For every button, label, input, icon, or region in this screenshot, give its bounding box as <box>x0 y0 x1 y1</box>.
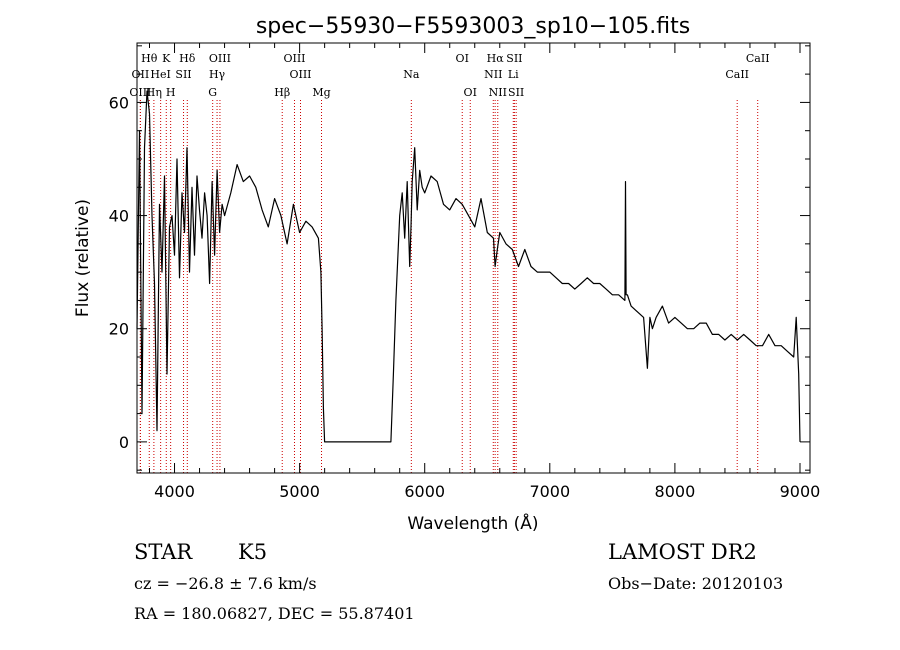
x-tick-label-2: 6000 <box>404 482 445 501</box>
object-subclass: K5 <box>238 540 268 564</box>
spectrum-line <box>136 90 801 443</box>
line-label-4: OIII <box>283 52 305 65</box>
chart-title: spec−55930−F5593003_sp10−105.fits <box>256 14 690 39</box>
axis-ticks: 4000 5000 6000 7000 8000 9000 0 20 40 60 <box>109 43 821 501</box>
x-tick-label-0: 4000 <box>154 482 195 501</box>
line-label-11: SII <box>175 68 191 81</box>
line-label-1: K <box>162 52 171 65</box>
redshift-velocity: cz = −26.8 ± 7.6 km/s <box>134 574 317 593</box>
line-label-10: HeI <box>150 68 170 81</box>
line-label-20: H <box>166 86 176 99</box>
line-label-16: Li <box>508 68 519 81</box>
survey-name: LAMOST DR2 <box>608 540 757 564</box>
line-label-15: NII <box>484 68 502 81</box>
x-tick-label-5: 9000 <box>780 482 821 501</box>
line-label-0: Hθ <box>141 52 158 65</box>
y-tick-label-2: 40 <box>109 207 129 226</box>
y-axis-label: Flux (relative) <box>73 199 93 317</box>
line-label-6: Hα <box>487 52 505 65</box>
x-tick-label-1: 5000 <box>279 482 320 501</box>
line-label-18: OIII <box>129 86 151 99</box>
line-label-13: OIII <box>289 68 311 81</box>
line-label-8: CaII <box>746 52 770 65</box>
x-tick-label-4: 8000 <box>655 482 696 501</box>
line-label-25: NII <box>489 86 507 99</box>
line-label-3: OIII <box>209 52 231 65</box>
plot-frame <box>136 42 811 474</box>
line-label-22: Hβ <box>274 86 290 99</box>
object-class: STAR <box>134 540 193 564</box>
x-axis-label: Wavelength (Å) <box>407 512 538 534</box>
spectrum-series <box>136 90 801 443</box>
observation-date: Obs−Date: 20120103 <box>608 574 784 593</box>
line-label-7: SII <box>506 52 522 65</box>
line-label-2: Hδ <box>179 52 196 65</box>
y-tick-label-0: 0 <box>119 433 129 452</box>
line-label-12: Hγ <box>209 68 226 81</box>
line-label-24: OI <box>464 86 477 99</box>
y-tick-label-1: 20 <box>109 320 129 339</box>
x-tick-label-3: 7000 <box>529 482 570 501</box>
line-label-14: Na <box>403 68 420 81</box>
line-label-19: Hη <box>146 86 162 99</box>
line-label-5: OI <box>456 52 469 65</box>
line-label-21: G <box>208 86 217 99</box>
y-tick-label-3: 60 <box>109 93 129 112</box>
line-label-17: CaII <box>725 68 749 81</box>
line-label-26: SII <box>508 86 524 99</box>
coordinates: RA = 180.06827, DEC = 55.87401 <box>134 604 415 623</box>
line-label-23: Mg <box>312 86 330 99</box>
